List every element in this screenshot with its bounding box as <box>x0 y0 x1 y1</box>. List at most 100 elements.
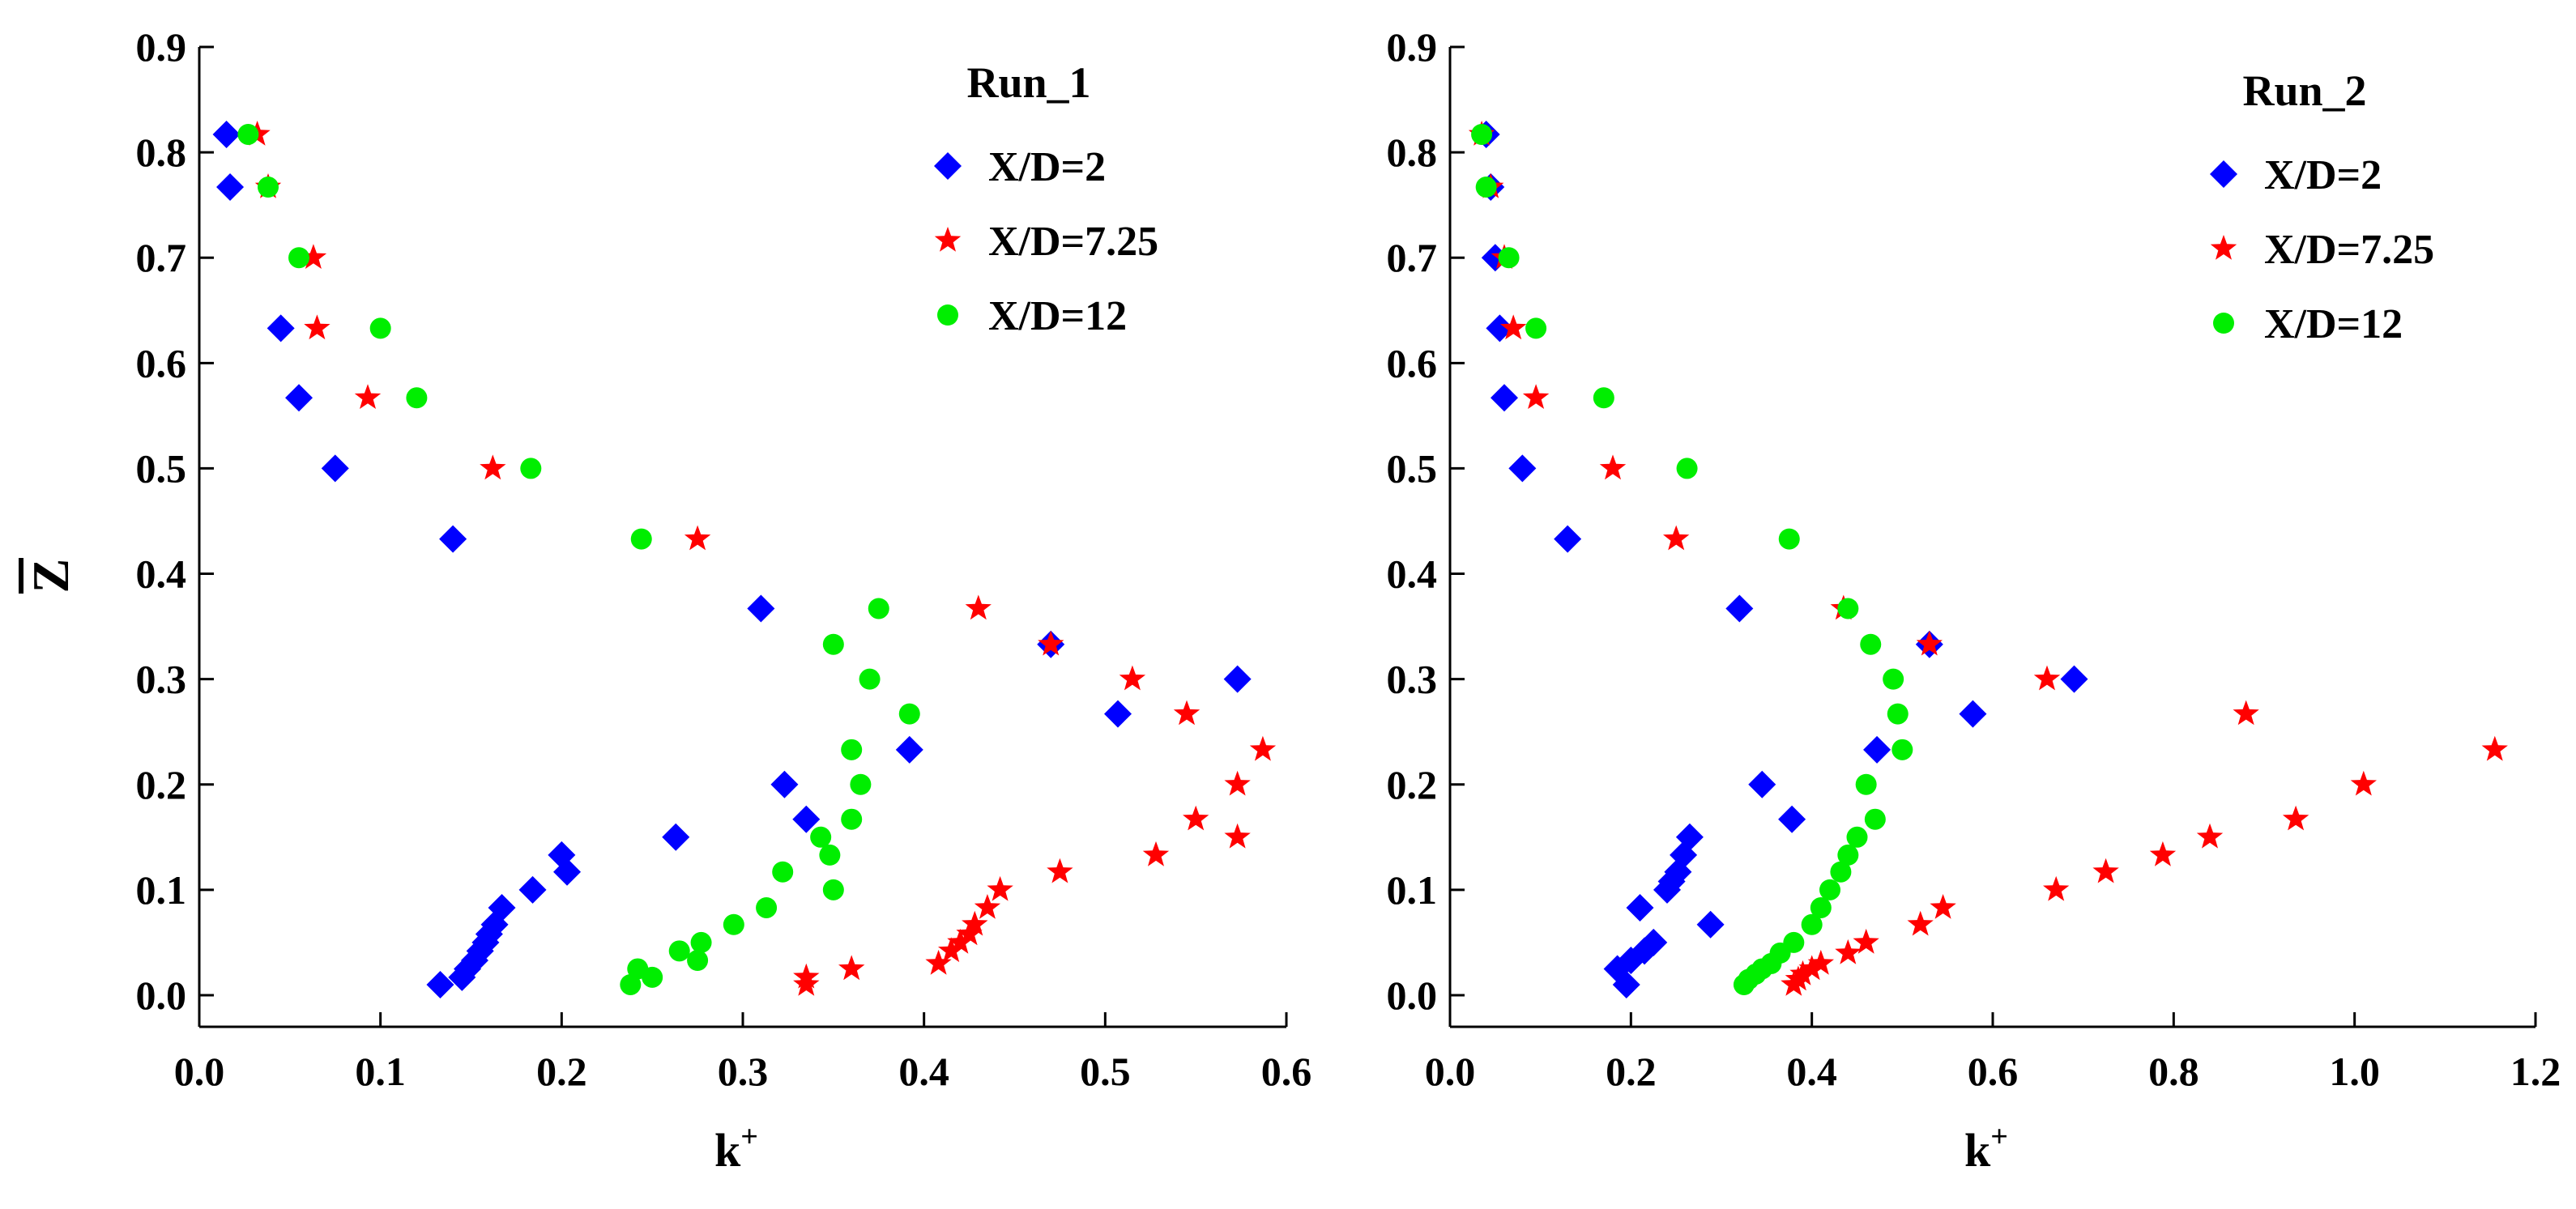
data-point-circle <box>369 317 391 339</box>
data-point-diamond <box>212 120 241 148</box>
data-point-diamond <box>770 770 799 798</box>
y-tick-label: 0.5 <box>1387 445 1438 491</box>
data-point-circle <box>1676 458 1698 479</box>
data-point-star <box>1599 454 1627 480</box>
data-point-circle <box>1883 668 1904 690</box>
data-point-star <box>1038 630 1064 656</box>
data-point-circle <box>1837 844 1859 866</box>
chart-panel-2: 0.0 0.1 0.2 0.3 0.4 0.5 0.6 0.7 0.8 0.9 0.0 0.2 0.4 0… <box>1387 24 2561 1177</box>
data-point-star <box>354 384 382 409</box>
data-point-diamond <box>1103 700 1132 728</box>
data-point-diamond <box>267 314 295 343</box>
legend-marker-circle <box>2213 313 2234 334</box>
data-point-diamond <box>216 173 245 202</box>
legend-marker-diamond <box>2210 160 2237 188</box>
x-tick-label: 0.6 <box>1261 1049 1312 1094</box>
data-point-circle <box>1471 123 1493 145</box>
legend-label: X/D=2 <box>2264 152 2382 198</box>
data-point-star <box>1907 910 1934 936</box>
data-point-diamond <box>1778 805 1806 833</box>
y-tick-label: 0.1 <box>1387 867 1438 913</box>
data-point-diamond <box>792 805 821 833</box>
y-tick-label: 0.1 <box>136 867 187 913</box>
data-point-circle <box>520 458 542 479</box>
x-tick-label: 0.2 <box>1606 1049 1657 1094</box>
data-point-circle <box>723 913 744 935</box>
y-tick-label: 0.9 <box>1387 24 1438 70</box>
legend-marker-star <box>934 227 962 252</box>
data-point-diamond <box>747 594 775 623</box>
data-point-diamond <box>321 454 349 483</box>
data-point-star <box>1522 384 1550 409</box>
y-tick-label: 0.2 <box>1387 762 1438 807</box>
data-point-circle <box>1830 861 1852 883</box>
data-point-star <box>793 971 820 996</box>
data-point-circle <box>819 844 841 866</box>
data-point-star <box>938 937 965 963</box>
data-point-circle <box>841 808 863 830</box>
data-point-star <box>1835 939 1862 964</box>
y-tick-label: 0.3 <box>136 657 187 702</box>
data-point-circle <box>1860 633 1882 655</box>
data-point-star <box>1798 955 1825 981</box>
data-point-circle <box>237 123 259 145</box>
data-point-circle <box>690 931 712 953</box>
x-tick-label: 0.4 <box>1786 1049 1837 1094</box>
data-point-circle <box>1475 177 1497 198</box>
data-point-star <box>1853 928 1879 954</box>
data-point-star <box>987 875 1013 901</box>
y-tick-label: 0.7 <box>1387 235 1438 280</box>
data-point-diamond <box>285 384 313 412</box>
data-point-star <box>965 594 992 620</box>
data-point-circle <box>1864 808 1886 830</box>
legend-label: X/D=2 <box>988 144 1106 190</box>
legend: Run_1 X/D=2 X/D=7.25 X/D=12 <box>934 58 1158 339</box>
x-tick-label: 0.6 <box>1968 1049 2019 1094</box>
data-point-circle <box>1498 247 1520 269</box>
data-point-star <box>1224 823 1251 849</box>
series-x-d-12 <box>237 123 920 995</box>
y-axis-title-text: Z <box>22 559 79 594</box>
data-point-star <box>1500 314 1527 340</box>
data-point-circle <box>1891 739 1913 760</box>
x-axis-title: k+ <box>714 1120 758 1177</box>
data-point-diamond <box>1725 594 1754 623</box>
data-point-circle <box>687 950 709 972</box>
data-point-star <box>956 920 983 946</box>
data-point-star <box>300 244 327 269</box>
legend-label: X/D=12 <box>988 293 1127 339</box>
data-point-star <box>684 525 711 551</box>
x-tick-label: 0.1 <box>355 1049 406 1094</box>
data-point-diamond <box>439 525 467 553</box>
data-point-star <box>838 955 865 981</box>
data-point-diamond <box>2060 665 2088 693</box>
data-point-star <box>2033 665 2061 691</box>
data-point-diamond <box>1748 770 1776 798</box>
legend-label: X/D=12 <box>2264 301 2403 347</box>
data-point-circle <box>257 177 279 198</box>
data-point-circle <box>1801 913 1823 935</box>
data-point-star <box>1663 525 1690 551</box>
data-point-diamond <box>1491 384 1518 412</box>
x-axis-title-base: k <box>1964 1124 1991 1177</box>
x-tick-label: 0.4 <box>898 1049 949 1094</box>
data-point-diamond <box>1696 910 1725 939</box>
data-point-star <box>1785 965 1812 991</box>
x-tick-label: 0.5 <box>1080 1049 1131 1094</box>
data-point-star <box>1781 971 1807 996</box>
legend-title: Run_1 <box>966 58 1090 107</box>
data-point-diamond <box>1508 454 1537 483</box>
data-point-circle <box>1819 879 1840 900</box>
y-tick-label: 0.2 <box>136 762 187 807</box>
x-tick-label: 0.0 <box>174 1049 225 1094</box>
data-point-circle <box>810 826 832 848</box>
data-point-circle <box>1778 528 1800 550</box>
data-point-star <box>2282 805 2309 831</box>
data-point-circle <box>668 940 690 962</box>
series-x-d-12 <box>1471 123 1913 995</box>
y-tick-label: 0.6 <box>1387 340 1438 385</box>
series-x-d-2 <box>212 120 1252 998</box>
data-point-diamond <box>1612 970 1640 998</box>
data-point-star <box>2350 770 2377 796</box>
